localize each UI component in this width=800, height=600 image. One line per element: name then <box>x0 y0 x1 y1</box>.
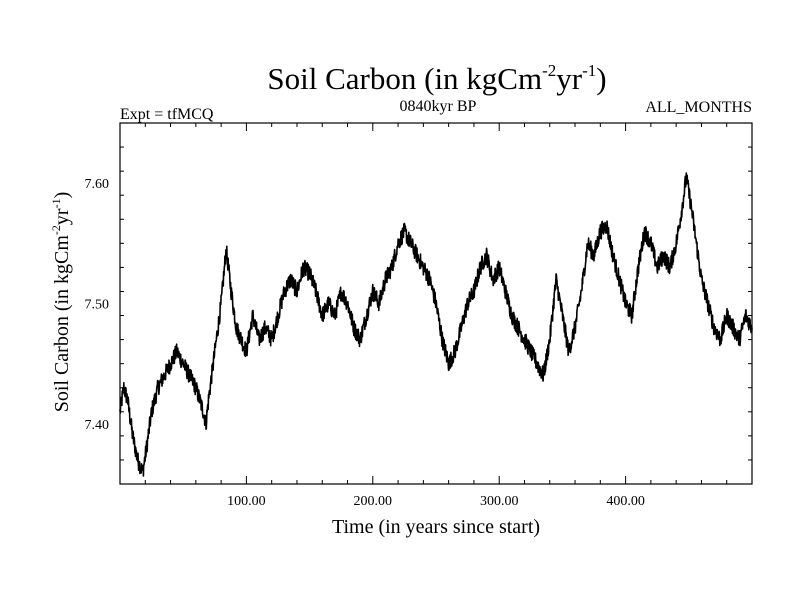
x-axis-label: Time (in years since start) <box>332 516 540 538</box>
ylabel-main: Soil Carbon (in kgCm <box>51 235 73 413</box>
x-tick-label: 300.00 <box>480 494 519 509</box>
y-tick-label: 7.60 <box>85 177 110 192</box>
ylabel-mid: yr <box>51 208 73 225</box>
title-exp2: -1 <box>582 61 596 80</box>
x-axis-ticks <box>144 123 728 484</box>
ylabel-exp1: -2 <box>49 225 63 235</box>
x-tick-label: 200.00 <box>354 494 393 509</box>
x-tick-label: 400.00 <box>606 494 645 509</box>
title-exp1: -2 <box>542 61 556 80</box>
title-main: Soil Carbon (in kgCm <box>267 61 542 96</box>
series-group <box>119 172 753 477</box>
title-close: ) <box>596 61 606 96</box>
title-mid: yr <box>556 61 583 96</box>
x-tick-label: 100.00 <box>227 494 266 509</box>
y-axis-tick-labels: 7.40 7.50 7.60 <box>85 177 110 433</box>
subtitle-right: ALL_MONTHS <box>645 99 752 116</box>
y-tick-label: 7.50 <box>85 298 110 313</box>
ylabel-close: ) <box>51 192 73 199</box>
series-line <box>119 172 753 477</box>
plot-frame <box>119 122 753 485</box>
y-tick-label: 7.40 <box>85 418 110 433</box>
x-axis-tick-labels: 100.00 200.00 300.00 400.00 <box>227 494 645 509</box>
y-axis-label: Soil Carbon (in kgCm-2yr-1) <box>49 192 73 413</box>
subtitle-left: Expt = tfMCQ <box>120 106 214 123</box>
chart-title: Soil Carbon (in kgCm-2yr-1) <box>267 61 606 96</box>
subtitle-center: 0840kyr BP <box>400 98 477 115</box>
ylabel-exp2: -1 <box>49 198 63 208</box>
